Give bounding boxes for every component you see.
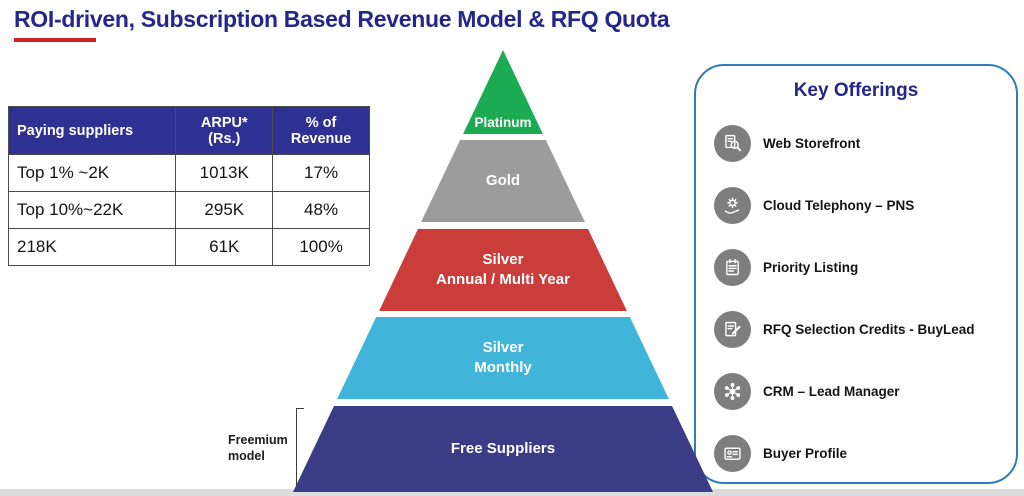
list-item: Priority Listing: [714, 236, 1016, 298]
telephony-gear-icon: [714, 186, 751, 224]
key-offerings-list: Web Storefront Cloud Telephony – PNS: [696, 112, 1016, 484]
crm-hub-icon: [714, 372, 751, 410]
offering-label: Web Storefront: [763, 135, 861, 151]
page-title: ROI-driven, Subscription Based Revenue M…: [14, 6, 670, 32]
cell-arpu: 295K: [175, 191, 274, 229]
title-underline: [14, 38, 96, 42]
table-row: 218K 61K 100%: [7, 228, 370, 266]
buyer-profile-icon: [714, 434, 751, 472]
list-item: Cloud Telephony – PNS: [714, 174, 1016, 236]
col-header-revenue-pct: % of Revenue: [272, 106, 370, 155]
key-offerings-title: Key Offerings: [793, 80, 919, 101]
cell-segment: Top 10%~22K: [7, 191, 177, 229]
list-item: Buyer Profile: [714, 422, 1016, 484]
tier-shape: [337, 317, 669, 399]
pyramid-tier-free-suppliers: Free Suppliers: [293, 406, 713, 492]
cell-revenue-pct: 48%: [272, 191, 370, 229]
table-row: Top 10%~22K 295K 48%: [7, 191, 370, 229]
pyramid-tier-silver-monthly: Silver Monthly: [293, 317, 713, 399]
key-offerings-panel: Key Offerings Web Storefront: [694, 64, 1018, 484]
list-item: Web Storefront: [714, 112, 1016, 174]
tier-label: Platinum: [474, 114, 532, 130]
cell-segment: Top 1% ~2K: [7, 154, 177, 192]
tier-label: Gold: [485, 171, 521, 189]
storefront-search-icon: [714, 124, 751, 162]
table-header-row: Paying suppliers ARPU* (Rs.) % of Revenu…: [7, 106, 370, 155]
tier-label: Silver Annual / Multi Year: [436, 250, 570, 288]
offering-label: Priority Listing: [763, 259, 859, 275]
rfq-credits-icon: [714, 310, 751, 348]
pyramid-tier-platinum: Platinum: [293, 50, 713, 134]
offering-label: RFQ Selection Credits - BuyLead: [763, 321, 975, 337]
subscription-pyramid: Platinum Gold Silver Annual / Multi Year…: [293, 50, 713, 492]
col-header-paying-suppliers: Paying suppliers: [7, 106, 177, 155]
offering-label: Cloud Telephony – PNS: [763, 197, 915, 213]
tier-label: Silver Monthly: [474, 338, 532, 376]
list-item: RFQ Selection Credits - BuyLead: [714, 298, 1016, 360]
priority-listing-icon: [714, 248, 751, 286]
col-header-arpu: ARPU* (Rs.): [175, 106, 274, 155]
tier-shape: [379, 229, 627, 311]
tier-label: Free Suppliers: [450, 439, 556, 457]
offering-label: CRM – Lead Manager: [763, 383, 900, 399]
bottom-strip: [0, 489, 1024, 496]
cell-revenue-pct: 17%: [272, 154, 370, 192]
freemium-model-label: Freemium model: [228, 433, 288, 464]
offering-label: Buyer Profile: [763, 445, 848, 461]
paying-suppliers-table: Paying suppliers ARPU* (Rs.) % of Revenu…: [7, 106, 370, 266]
cell-arpu: 1013K: [175, 154, 274, 192]
pyramid-tier-silver-annual: Silver Annual / Multi Year: [293, 229, 713, 311]
cell-arpu: 61K: [175, 228, 274, 266]
tier-shape: [293, 406, 713, 492]
list-item: CRM – Lead Manager: [714, 360, 1016, 422]
cell-revenue-pct: 100%: [272, 228, 370, 266]
pyramid-tier-gold: Gold: [293, 140, 713, 222]
cell-segment: 218K: [7, 228, 177, 266]
